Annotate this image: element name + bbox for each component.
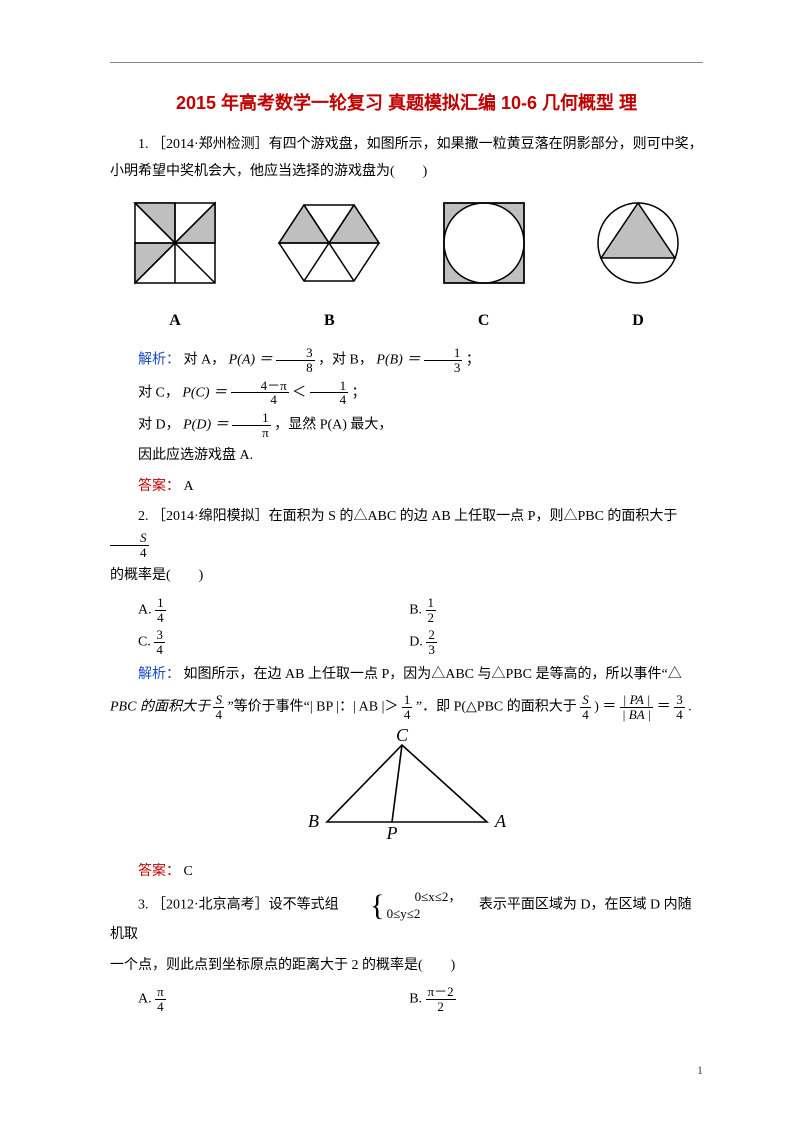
q1-ana-end1: ； — [466, 353, 480, 368]
brace-icon: { — [342, 891, 384, 921]
q3-sys1: 0≤x≤2， — [415, 889, 462, 904]
q2-ana-a: 如图所示，在边 AB 上任取一点 P，因为△ABC 与△PBC 是等高的，所以事… — [184, 667, 682, 682]
q1-ana-pre: 对 A， — [184, 353, 226, 368]
answer-label: 答案： — [138, 479, 180, 494]
answer-label2: 答案： — [138, 864, 180, 879]
analysis-label: 解析： — [138, 353, 180, 368]
q2-opt-B: B. 12 — [409, 594, 680, 626]
svg-text:P: P — [385, 823, 397, 842]
q1-line2-pre: 对 C， — [138, 385, 179, 400]
q1-pb-lhs: P(B) ＝ — [376, 353, 420, 368]
q2-ana-b3: ”．即 P(△PBC 的面积大于 — [416, 699, 577, 714]
q1-pb-frac: 13 — [424, 346, 463, 374]
q1-fig-D — [573, 193, 703, 304]
q2-ana-f4: | PA || BA | — [620, 693, 653, 721]
q2-stem-a: 2. ［2014·绵阳模拟］在面积为 S 的△ABC 的边 AB 上任取一点 P… — [138, 509, 677, 524]
q2-answer: 答案： C — [110, 859, 703, 886]
q1-pa-frac: 38 — [276, 346, 315, 374]
q1-pc-frac: 4－π4 — [231, 379, 289, 407]
q2-ana-b4: ) ＝ — [594, 699, 616, 714]
q2-ana-f2: 14 — [402, 693, 413, 721]
q1-line3-pre: 对 D， — [138, 417, 180, 432]
svg-text:C: C — [395, 727, 408, 745]
q2-options: A. 14 B. 12 C. 34 D. 23 — [138, 594, 703, 659]
q2-ana-b1: PBC 的面积大于 — [110, 699, 210, 714]
q2-figure: C B A P — [110, 727, 703, 853]
q1-fig-captions: A B C D — [110, 306, 703, 336]
q1-analysis-line3: 对 D， P(D) ＝ 1π ，显然 P(A) 最大， — [110, 411, 703, 439]
cap-C: C — [419, 306, 549, 336]
q2-analysis-line1: 解析： 如图所示，在边 AB 上任取一点 P，因为△ABC 与△PBC 是等高的… — [110, 662, 703, 689]
q1-pa-lhs: P(A) ＝ — [229, 353, 273, 368]
q2-ana-b5: ＝ — [657, 699, 671, 714]
q1-fig-C — [419, 193, 549, 304]
q1-line2-end: ； — [352, 385, 366, 400]
q1-conclusion: 因此应选游戏盘 A. — [110, 443, 703, 470]
q1-pd-frac: 1π — [232, 411, 271, 439]
q2-opt-A: A. 14 — [138, 594, 409, 626]
q3-opt-B: B. π－22 — [409, 983, 680, 1015]
q1-answer-val: A — [184, 479, 194, 494]
q1-pd-lhs: P(D) ＝ — [183, 417, 229, 432]
q1-figures — [110, 193, 703, 304]
page-number: 1 — [697, 1059, 703, 1082]
analysis-label2: 解析： — [138, 667, 180, 682]
q2-stem-b: 的概率是( ) — [110, 563, 703, 590]
q2-analysis-line2: PBC 的面积大于 S4 ”等价于事件“| BP |：| AB |＞ 14 ”．… — [110, 693, 703, 721]
q2-ana-f5: 34 — [674, 693, 685, 721]
cap-D: D — [573, 306, 703, 336]
q2-ana-f3: S4 — [580, 693, 591, 721]
q2-answer-val: C — [184, 864, 193, 879]
q3-sys2: 0≤y≤2 — [387, 906, 421, 921]
q1-pc-rfrac: 14 — [310, 379, 349, 407]
svg-text:A: A — [494, 811, 507, 831]
q1-line3-end: ，显然 P(A) 最大， — [274, 417, 392, 432]
q1-fig-A — [110, 193, 240, 304]
page-content: 2015 年高考数学一轮复习 真题模拟汇编 10-6 几何概型 理 1. ［20… — [0, 0, 793, 1059]
q1-stem: 1. ［2014·郑州检测］有四个游戏盘，如图所示，如果撒一粒黄豆落在阴影部分，… — [110, 132, 703, 185]
q3-stem-line1: 3. ［2012·北京高考］设不等式组 { 0≤x≤2， 0≤y≤2 表示平面区… — [110, 889, 703, 948]
q3-stem-a: 3. ［2012·北京高考］设不等式组 — [138, 898, 339, 913]
cap-A: A — [110, 306, 240, 336]
page-title: 2015 年高考数学一轮复习 真题模拟汇编 10-6 几何概型 理 — [110, 86, 703, 120]
q3-system: { 0≤x≤2， 0≤y≤2 — [342, 889, 461, 922]
q3-opt-A: A. π4 — [138, 983, 409, 1015]
q1-answer: 答案： A — [110, 474, 703, 501]
q2-stem: 2. ［2014·绵阳模拟］在面积为 S 的△ABC 的边 AB 上任取一点 P… — [110, 504, 703, 559]
q1-pc-lhs: P(C) ＝ — [182, 385, 227, 400]
q3-options: A. π4 B. π－22 — [138, 983, 703, 1015]
q3-stem-line2: 一个点，则此点到坐标原点的距离大于 2 的概率是( ) — [110, 953, 703, 980]
top-rule — [110, 62, 703, 63]
q1-lt: ＜ — [292, 385, 306, 400]
q2-ana-b6: . — [688, 699, 692, 714]
q1-ana-mid1: ，对 B， — [318, 353, 373, 368]
q2-stem-frac: S4 — [110, 531, 149, 559]
q2-opt-D: D. 23 — [409, 626, 680, 658]
svg-text:B: B — [308, 811, 319, 831]
q2-ana-b2: ”等价于事件“| BP |：| AB |＞ — [227, 699, 398, 714]
q2-opt-C: C. 34 — [138, 626, 409, 658]
q1-analysis-line2: 对 C， P(C) ＝ 4－π4 ＜ 14 ； — [110, 379, 703, 407]
q1-fig-B — [264, 193, 394, 304]
cap-B: B — [264, 306, 394, 336]
q2-ana-f1: S4 — [213, 693, 224, 721]
q1-analysis-line1: 解析： 对 A， P(A) ＝ 38 ，对 B， P(B) ＝ 13 ； — [110, 346, 703, 374]
